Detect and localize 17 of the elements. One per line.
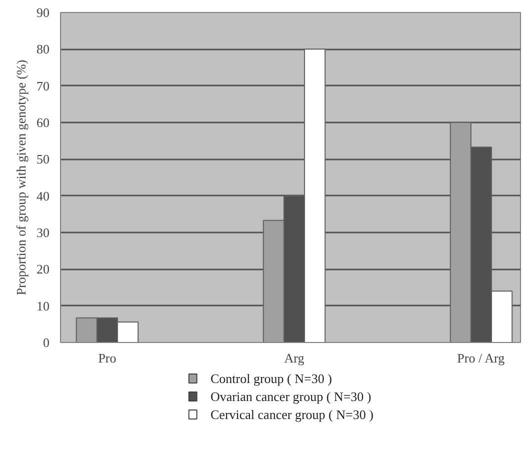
- x-tick-label: Pro: [98, 350, 116, 366]
- y-tick-label: 70: [36, 78, 50, 94]
- x-tick-label: Pro / Arg: [457, 350, 506, 366]
- y-tick-label: 30: [36, 225, 50, 240]
- x-tick-label: Arg: [284, 350, 305, 366]
- legend-label: Ovarian cancer group ( N=30 ): [210, 389, 372, 404]
- y-tick-label: 90: [36, 5, 50, 20]
- y-tick-label: 60: [36, 115, 50, 130]
- y-tick-label: 40: [36, 188, 50, 204]
- y-tick-label: 10: [36, 298, 50, 314]
- y-axis-title: Proportion of group with given genotype (%): [14, 60, 28, 296]
- y-tick-label: 0: [43, 335, 50, 350]
- legend-label: Cervical cancer group ( N=30 ): [210, 407, 374, 422]
- legend-label: Control group ( N=30 ): [210, 371, 332, 386]
- y-tick-label: 50: [36, 152, 50, 167]
- y-tick-label: 20: [36, 262, 50, 277]
- y-tick-label: 80: [36, 42, 50, 57]
